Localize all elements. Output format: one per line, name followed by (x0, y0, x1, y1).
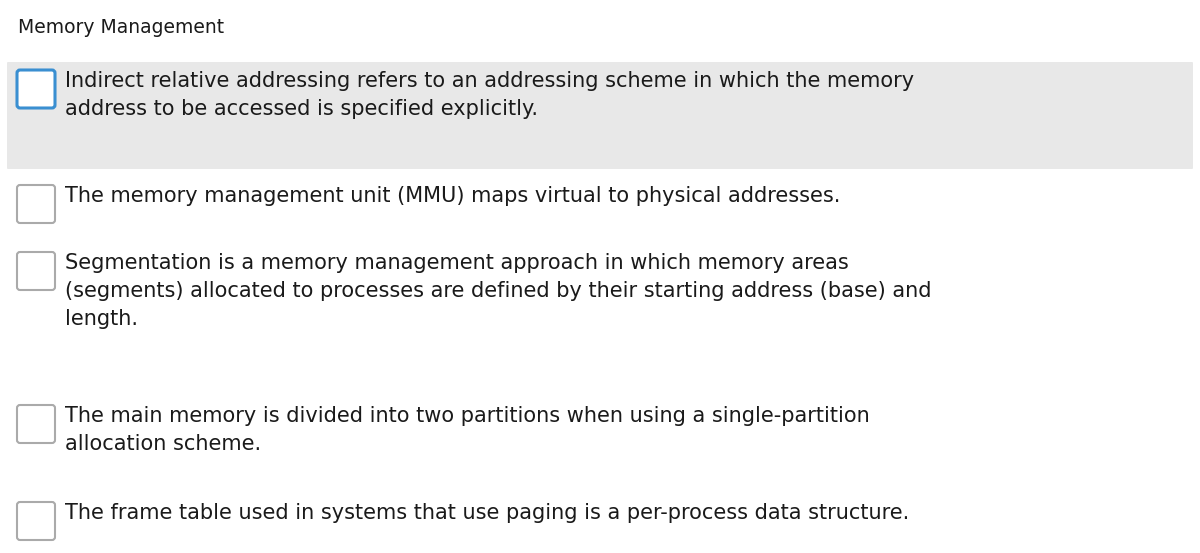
Text: Memory Management: Memory Management (18, 18, 224, 37)
FancyBboxPatch shape (17, 405, 55, 443)
FancyBboxPatch shape (7, 62, 1193, 169)
Text: The main memory is divided into two partitions when using a single-partition
all: The main memory is divided into two part… (65, 406, 870, 454)
FancyBboxPatch shape (17, 185, 55, 223)
Text: The frame table used in systems that use paging is a per-process data structure.: The frame table used in systems that use… (65, 503, 910, 523)
Text: Indirect relative addressing refers to an addressing scheme in which the memory
: Indirect relative addressing refers to a… (65, 71, 914, 119)
Text: The memory management unit (MMU) maps virtual to physical addresses.: The memory management unit (MMU) maps vi… (65, 186, 840, 206)
FancyBboxPatch shape (17, 70, 55, 108)
FancyBboxPatch shape (17, 252, 55, 290)
Text: Segmentation is a memory management approach in which memory areas
(segments) al: Segmentation is a memory management appr… (65, 253, 931, 329)
FancyBboxPatch shape (17, 502, 55, 540)
